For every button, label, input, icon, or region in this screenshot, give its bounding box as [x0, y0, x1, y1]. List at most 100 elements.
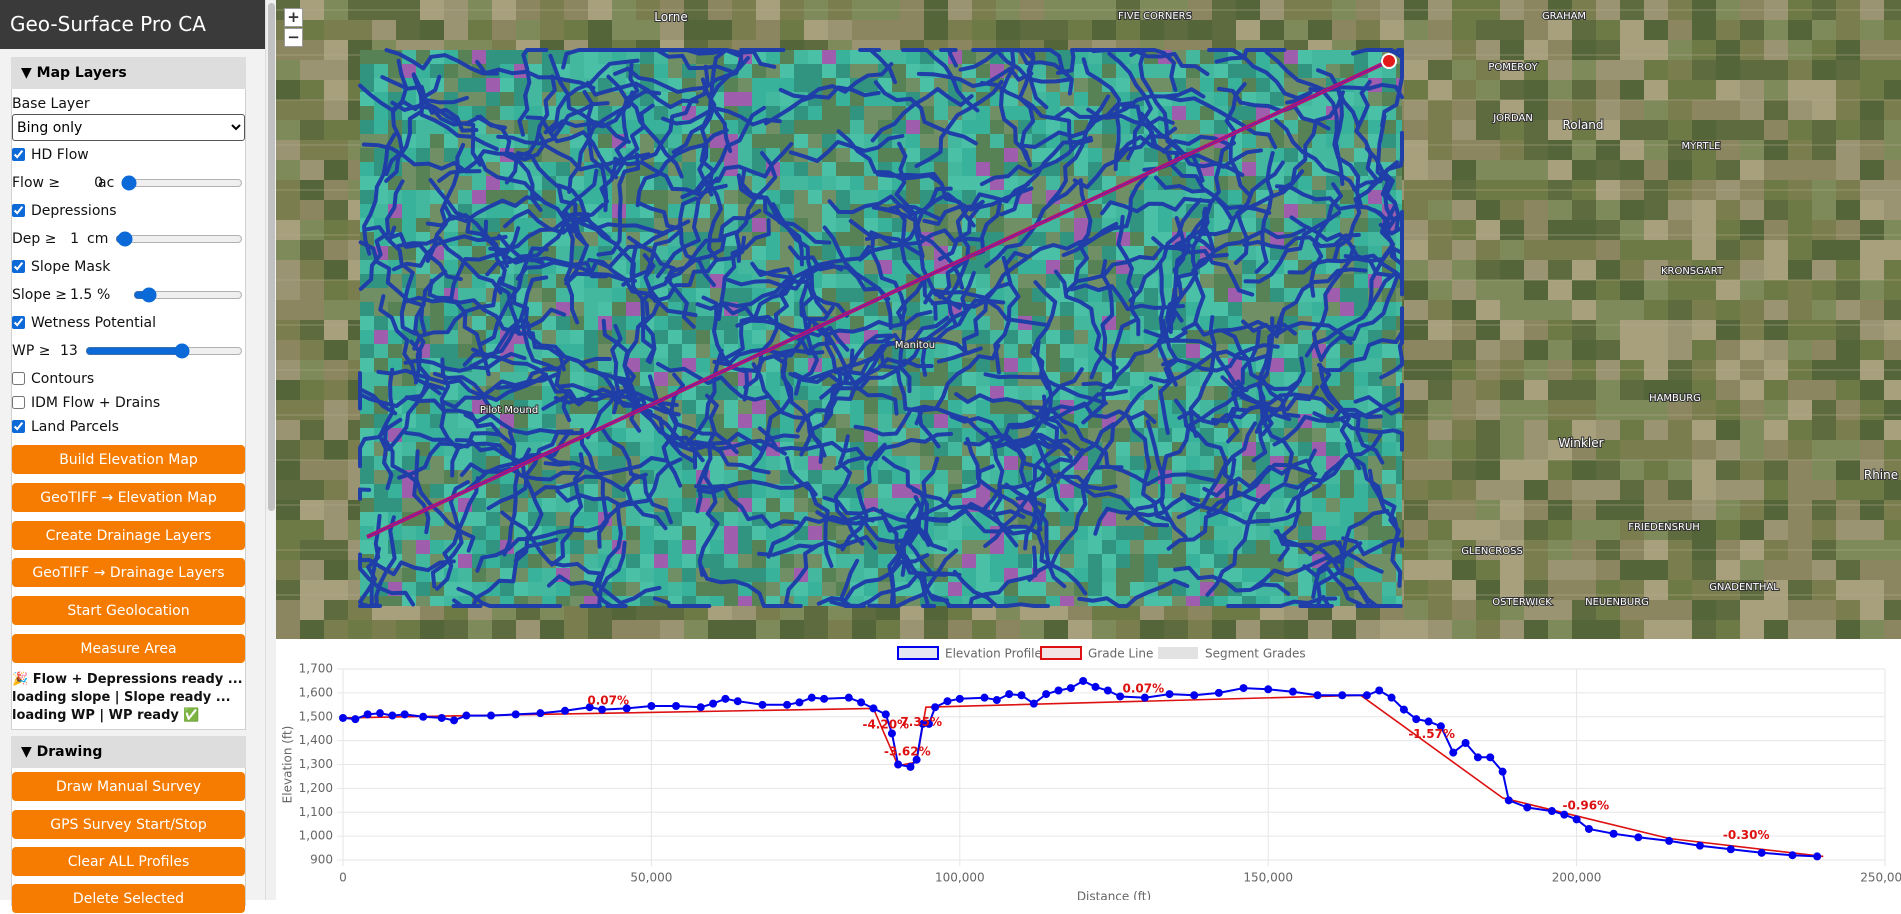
field — [1428, 580, 1452, 600]
overlay-cell — [724, 554, 738, 568]
overlay-cell — [402, 204, 416, 218]
field — [300, 300, 324, 320]
overlay-cell — [948, 470, 962, 484]
overlay-cell — [766, 372, 780, 386]
overlay-cell — [752, 218, 766, 232]
field — [1452, 340, 1476, 360]
overlay-cell — [878, 414, 892, 428]
overlay-cell — [430, 302, 444, 316]
scrollbar[interactable] — [265, 0, 276, 900]
checkbox[interactable] — [12, 148, 25, 161]
overlay-cell — [976, 134, 990, 148]
overlay-cell — [430, 526, 444, 540]
field — [1404, 240, 1428, 260]
field — [1692, 460, 1716, 480]
button[interactable]: Start Geolocation — [12, 596, 245, 625]
overlay-cell — [430, 484, 444, 498]
button[interactable]: Measure Area — [12, 634, 245, 663]
field — [1884, 480, 1901, 500]
button[interactable]: GeoTIFF → Elevation Map — [12, 483, 245, 512]
scroll-thumb[interactable] — [268, 3, 275, 511]
overlay-cell — [1158, 78, 1172, 92]
overlay-cell — [472, 540, 486, 554]
field — [1476, 500, 1500, 520]
overlay-cell — [738, 526, 752, 540]
overlay-cell — [1046, 344, 1060, 358]
button[interactable]: Build Elevation Map — [12, 445, 245, 474]
checkbox[interactable] — [12, 316, 25, 329]
overlay-cell — [724, 512, 738, 526]
field — [1596, 220, 1620, 240]
button[interactable]: Delete Selected — [12, 884, 245, 913]
button[interactable]: Create Drainage Layers — [12, 521, 245, 550]
overlay-cell — [1214, 302, 1228, 316]
field — [1404, 160, 1428, 180]
field — [1452, 460, 1476, 480]
checkbox[interactable] — [12, 372, 25, 385]
overlay-cell — [850, 50, 864, 64]
field — [1500, 40, 1524, 60]
overlay-cell — [976, 274, 990, 288]
overlay-cell — [794, 64, 808, 78]
checkbox[interactable] — [12, 204, 25, 217]
checkbox[interactable] — [12, 420, 25, 433]
field — [1500, 220, 1524, 240]
overlay-cell — [710, 470, 724, 484]
overlay-cell — [794, 162, 808, 176]
field — [1860, 260, 1884, 280]
overlay-cell — [780, 64, 794, 78]
field — [1572, 320, 1596, 340]
field — [1740, 440, 1764, 460]
field — [1812, 100, 1836, 120]
slider[interactable] — [85, 343, 243, 359]
overlay-cell — [794, 358, 808, 372]
field — [1500, 380, 1524, 400]
field — [1452, 280, 1476, 300]
field — [1452, 520, 1476, 540]
field — [1452, 500, 1476, 520]
overlay-cell — [1074, 92, 1088, 106]
section-header[interactable]: ▼ Map Layers — [11, 57, 246, 89]
overlay-cell — [458, 190, 472, 204]
slider[interactable] — [133, 287, 243, 303]
field — [1812, 600, 1836, 620]
overlay-cell — [682, 470, 696, 484]
checkbox[interactable] — [12, 260, 25, 273]
button[interactable]: Draw Manual Survey — [12, 772, 245, 801]
base-layer-select[interactable]: Bing only — [12, 114, 245, 141]
field — [1476, 300, 1500, 320]
overlay-cell — [1340, 512, 1354, 526]
field — [1764, 400, 1788, 420]
section-header[interactable]: ▼ Drawing — [11, 736, 246, 768]
checkbox[interactable] — [12, 396, 25, 409]
slider[interactable] — [121, 175, 243, 191]
field — [1740, 600, 1764, 620]
field — [1836, 220, 1860, 240]
field — [1524, 420, 1548, 440]
field — [1020, 20, 1044, 40]
field — [1428, 60, 1452, 80]
slider[interactable] — [115, 231, 243, 247]
field — [1860, 80, 1884, 100]
field — [636, 620, 660, 639]
field — [276, 620, 300, 639]
button[interactable]: GPS Survey Start/Stop — [12, 810, 245, 839]
field — [924, 620, 948, 639]
overlay-cell — [640, 50, 654, 64]
field — [324, 80, 348, 100]
button[interactable]: GeoTIFF → Drainage Layers — [12, 558, 245, 587]
map[interactable]: Lorne FIVE CORNERS GRAHAM POMEROY JORDAN… — [276, 0, 1901, 639]
overlay-cell — [822, 176, 836, 190]
button[interactable]: Clear ALL Profiles — [12, 847, 245, 876]
field — [1404, 140, 1428, 160]
field — [1764, 460, 1788, 480]
field — [1428, 620, 1452, 639]
field — [1500, 260, 1524, 280]
field — [1452, 40, 1476, 60]
overlay-cell — [794, 78, 808, 92]
overlay-cell — [1284, 148, 1298, 162]
toggle: IDM Flow + Drains — [12, 393, 160, 413]
field — [276, 80, 300, 100]
filter-unit: ac — [98, 173, 114, 193]
overlay-cell — [948, 456, 962, 470]
